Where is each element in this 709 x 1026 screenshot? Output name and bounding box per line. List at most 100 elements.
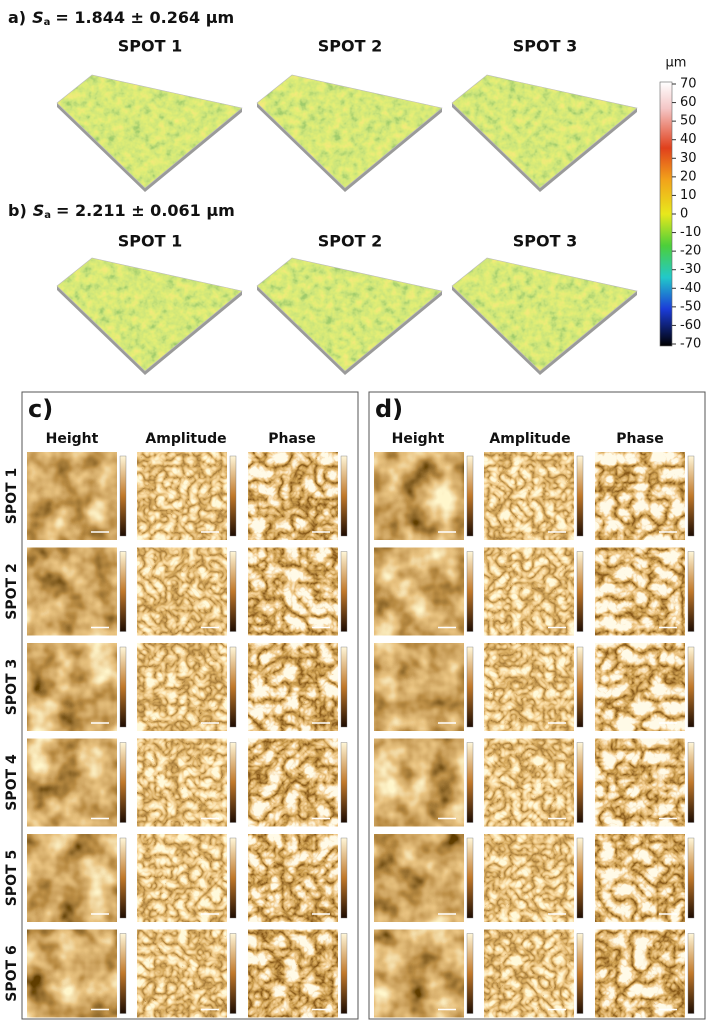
surface-edge [451, 257, 638, 372]
afm-image [27, 834, 117, 922]
afm-colorbar [687, 837, 695, 919]
afm-colorbar [576, 551, 584, 632]
spot-title: SPOT 3 [513, 232, 577, 251]
row-label: SPOT 6 [4, 945, 20, 1001]
colorbar-label: -30 [680, 262, 701, 277]
afm-image [374, 929, 464, 1018]
afm-image [137, 547, 227, 636]
spot-title: SPOT 3 [513, 37, 577, 56]
sa-heading: b) Sa = 2.211 ± 0.061 µm [8, 201, 235, 222]
panel-c-frame [21, 391, 359, 1020]
afm-colorbar [229, 742, 237, 823]
afm-image [137, 643, 227, 731]
colorbar-label: -60 [680, 318, 701, 333]
afm-image [248, 834, 338, 922]
colorbar-label: 50 [680, 114, 697, 129]
sa-symbol: S [32, 8, 44, 27]
afm-image [137, 834, 227, 922]
afm-colorbar [229, 837, 237, 919]
afm-colorbar [576, 646, 584, 728]
sa-symbol: S [33, 201, 45, 220]
row-label: SPOT 5 [4, 850, 20, 906]
afm-colorbar [466, 551, 474, 632]
row-label: SPOT 1 [4, 468, 20, 524]
afm-image [27, 738, 117, 827]
row-label: SPOT 4 [4, 754, 20, 811]
column-header: Height [46, 431, 99, 447]
row-label: SPOT 3 [4, 659, 20, 715]
afm-image [137, 452, 227, 540]
afm-colorbar [466, 646, 474, 728]
column-header: Height [392, 431, 445, 447]
afm-colorbar [229, 933, 237, 1014]
sa-subscript: a [44, 210, 51, 221]
afm-image [374, 452, 464, 540]
afm-image [27, 929, 117, 1018]
afm-image [595, 643, 685, 731]
column-header: Phase [616, 431, 664, 447]
afm-image [374, 643, 464, 731]
sa-value: = 1.844 ± 0.264 µm [55, 8, 234, 27]
panel-label: c) [28, 395, 53, 423]
afm-image [137, 929, 227, 1018]
panel-label: b) [8, 201, 27, 220]
afm-image [484, 643, 574, 731]
afm-colorbar [576, 837, 584, 919]
colorbar-unit: µm [666, 56, 687, 71]
afm-colorbar [466, 837, 474, 919]
afm-image [374, 547, 464, 636]
afm-image [595, 738, 685, 827]
afm-colorbar [466, 455, 474, 537]
colorbar-label: 60 [680, 95, 697, 110]
afm-colorbar [119, 646, 127, 728]
afm-colorbar [340, 742, 348, 823]
afm-image [248, 547, 338, 636]
afm-image [27, 547, 117, 636]
afm-image [484, 929, 574, 1018]
afm-colorbar [466, 742, 474, 823]
afm-image [374, 834, 464, 922]
afm-colorbar [340, 455, 348, 537]
sa-subscript: a [44, 17, 51, 28]
afm-image [248, 738, 338, 827]
column-header: Amplitude [145, 431, 226, 447]
afm-image [595, 547, 685, 636]
afm-colorbar [340, 933, 348, 1014]
afm-colorbar [340, 646, 348, 728]
afm-image [484, 547, 574, 636]
column-header: Amplitude [489, 431, 570, 447]
afm-colorbar [119, 551, 127, 632]
afm-image [374, 738, 464, 827]
colorbar-label: 70 [680, 77, 697, 92]
surface-edge [256, 257, 443, 372]
afm-colorbar [119, 742, 127, 823]
sa-heading: a) Sa = 1.844 ± 0.264 µm [8, 8, 234, 29]
afm-image [595, 929, 685, 1018]
afm-colorbar [229, 551, 237, 632]
afm-image [484, 738, 574, 827]
afm-image [27, 643, 117, 731]
surface-edge [256, 74, 443, 189]
afm-image [137, 738, 227, 827]
afm-colorbar [229, 455, 237, 537]
afm-colorbar [687, 933, 695, 1014]
row-label: SPOT 2 [4, 563, 20, 619]
column-header: Phase [268, 431, 316, 447]
afm-colorbar [340, 551, 348, 632]
afm-colorbar [466, 933, 474, 1014]
spot-title: SPOT 1 [118, 37, 182, 56]
afm-colorbar [576, 933, 584, 1014]
afm-image [248, 643, 338, 731]
afm-colorbar [229, 646, 237, 728]
afm-colorbar [119, 455, 127, 537]
panel-label: d) [375, 395, 403, 423]
colorbar-label: -20 [680, 244, 701, 259]
afm-image [484, 834, 574, 922]
colorbar-label: -10 [680, 225, 701, 240]
panel-label: a) [8, 8, 26, 27]
sa-value: = 2.211 ± 0.061 µm [56, 201, 235, 220]
afm-image [595, 452, 685, 540]
afm-colorbar [576, 455, 584, 537]
colorbar-label: 10 [680, 188, 697, 203]
